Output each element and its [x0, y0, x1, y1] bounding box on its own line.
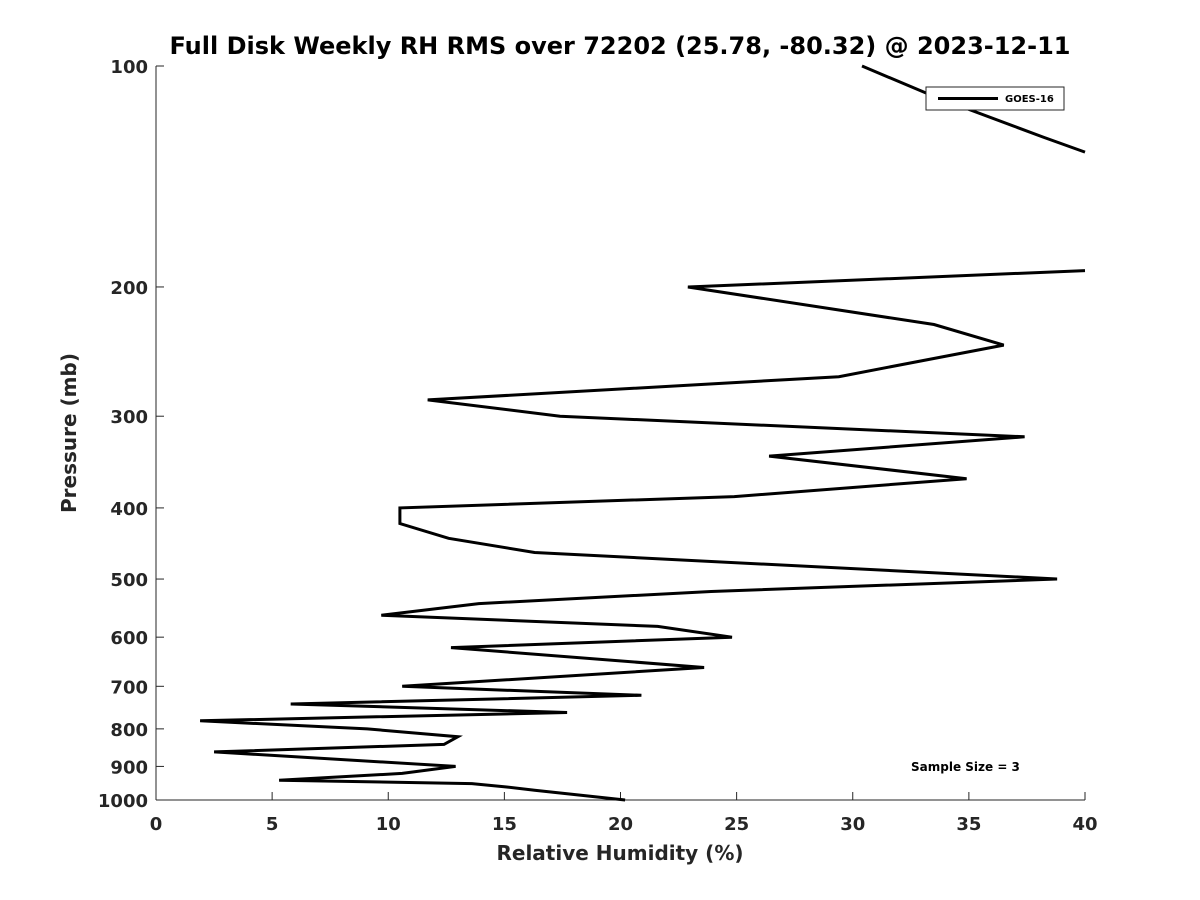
x-axis-label: Relative Humidity (%)	[496, 841, 743, 865]
series-line-goes-16-segment-1	[200, 269, 1086, 802]
y-axis-ticks: 100 200 300 400 500 600 700 800 900 1000	[98, 57, 164, 812]
x-tick-label: 5	[266, 814, 279, 835]
x-tick-label: 30	[840, 814, 865, 835]
y-tick-label: 400	[110, 499, 148, 520]
x-tick-label: 35	[956, 814, 981, 835]
y-axis-label: Pressure (mb)	[57, 353, 81, 513]
legend: GOES-16	[925, 86, 1065, 111]
y-tick-label: 600	[110, 628, 148, 649]
y-tick-label: 200	[110, 278, 148, 299]
x-tick-label: 25	[724, 814, 749, 835]
x-axis-ticks: 0 5 10 15 20 25 30 35 40	[150, 792, 1098, 835]
legend-label-goes-16: GOES-16	[1005, 94, 1054, 105]
y-tick-label: 1000	[98, 791, 148, 812]
chart-title: Full Disk Weekly RH RMS over 72202 (25.7…	[169, 32, 1070, 60]
y-tick-label: 500	[110, 570, 148, 591]
sample-size-annotation: Sample Size = 3	[911, 760, 1020, 774]
y-tick-label: 900	[110, 757, 148, 778]
y-tick-label: 700	[110, 677, 148, 698]
y-tick-label: 300	[110, 407, 148, 428]
x-tick-label: 10	[376, 814, 401, 835]
x-tick-label: 0	[150, 814, 163, 835]
series-layer	[200, 64, 1086, 802]
x-tick-label: 15	[492, 814, 517, 835]
x-tick-label: 20	[608, 814, 633, 835]
y-tick-label: 800	[110, 720, 148, 741]
y-tick-label: 100	[110, 57, 148, 78]
x-tick-label: 40	[1072, 814, 1097, 835]
series-line-goes-16-segment-0	[861, 64, 1086, 154]
